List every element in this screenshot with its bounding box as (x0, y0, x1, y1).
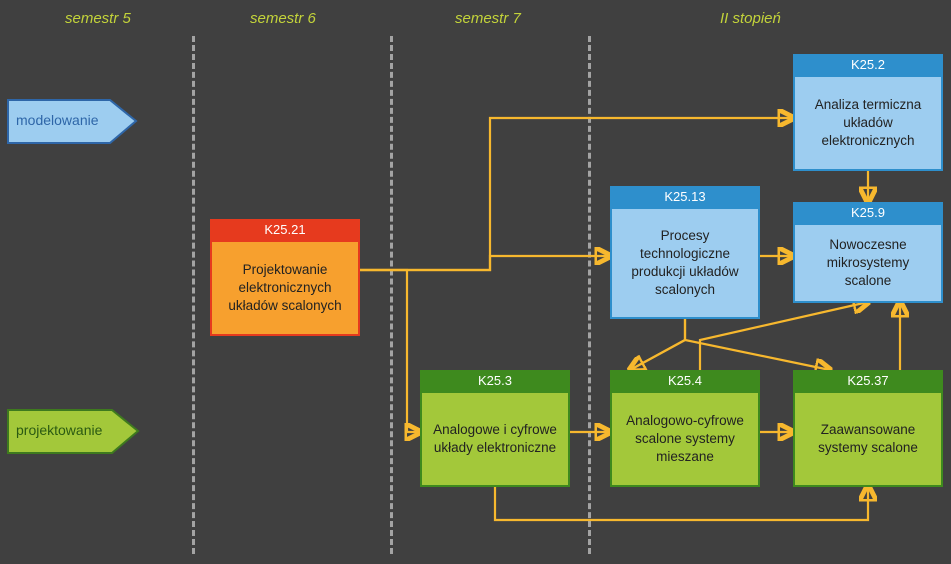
tag-modelowanie: modelowanie (16, 112, 99, 128)
col-header-sem6: semestr 6 (250, 10, 316, 27)
node-code: K25.4 (610, 370, 760, 391)
node-k25-37: K25.37 Zaawansowane systemy scalone (793, 370, 943, 487)
node-title: Zaawansowane systemy scalone (793, 391, 943, 487)
node-k25-3: K25.3 Analogowe i cyfrowe układy elektro… (420, 370, 570, 487)
node-code: K25.9 (793, 202, 943, 223)
node-k25-9: K25.9 Nowoczesne mikrosystemy scalone (793, 202, 943, 303)
node-k25-13: K25.13 Procesy technologiczne produkcji … (610, 186, 760, 319)
node-title: Analiza termiczna układów elektronicznyc… (793, 75, 943, 171)
divider-2 (390, 36, 393, 554)
tag-projektowanie: projektowanie (16, 422, 102, 438)
node-k25-21: K25.21 Projektowanie elektronicznych ukł… (210, 219, 360, 336)
node-title: Procesy technologiczne produkcji układów… (610, 207, 760, 319)
node-code: K25.21 (210, 219, 360, 240)
node-code: K25.2 (793, 54, 943, 75)
node-code: K25.3 (420, 370, 570, 391)
divider-1 (192, 36, 195, 554)
divider-3 (588, 36, 591, 554)
node-title: Nowoczesne mikrosystemy scalone (793, 223, 943, 303)
node-title: Projektowanie elektronicznych układów sc… (210, 240, 360, 336)
node-title: Analogowe i cyfrowe układy elektroniczne (420, 391, 570, 487)
node-code: K25.13 (610, 186, 760, 207)
node-code: K25.37 (793, 370, 943, 391)
node-k25-4: K25.4 Analogowo-cyfrowe scalone systemy … (610, 370, 760, 487)
col-header-sem7: semestr 7 (455, 10, 521, 27)
node-title: Analogowo-cyfrowe scalone systemy miesza… (610, 391, 760, 487)
node-k25-2: K25.2 Analiza termiczna układów elektron… (793, 54, 943, 171)
col-header-ii: II stopień (720, 10, 781, 27)
col-header-sem5: semestr 5 (65, 10, 131, 27)
